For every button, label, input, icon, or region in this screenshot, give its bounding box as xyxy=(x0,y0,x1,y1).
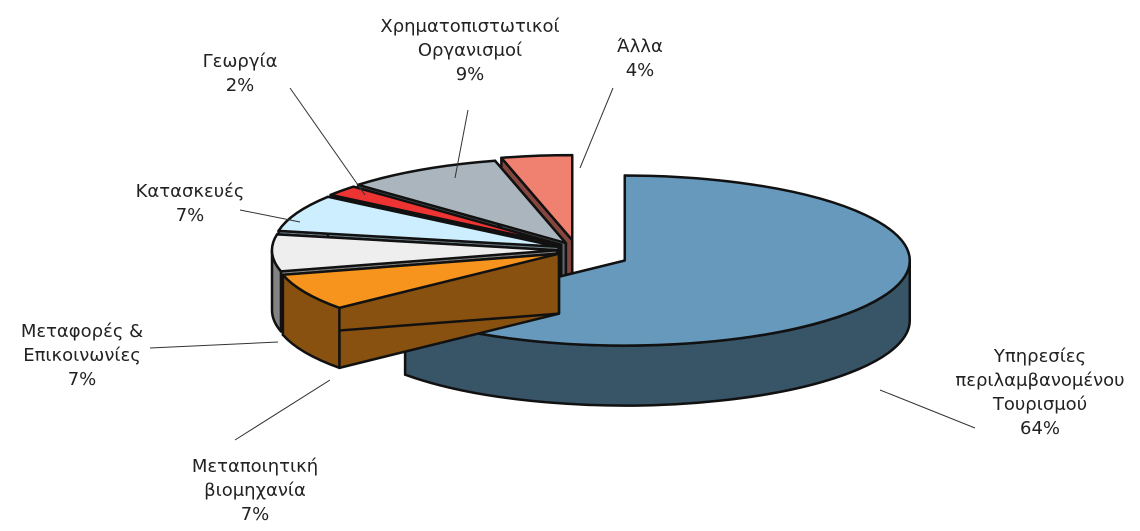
slice-label: Μεταποιητική βιομηχανία 7% xyxy=(192,455,318,527)
value-label: 4% xyxy=(625,60,655,81)
leader-line xyxy=(579,87,614,169)
category-label: Γεωργία xyxy=(202,51,278,72)
category-label: Μεταποιητική βιομηχανία xyxy=(191,456,319,501)
category-label: Μεταφορές & Επικοινωνίες xyxy=(20,321,144,366)
slice xyxy=(270,233,559,273)
slice-label: Χρηματοπιστωτικοί Οργανισμοί 9% xyxy=(380,15,559,87)
category-label: Χρηματοπιστωτικοί Οργανισμοί xyxy=(380,16,560,61)
slice-label: Γεωργία 2% xyxy=(203,50,278,98)
value-label: 2% xyxy=(225,75,255,96)
slice-label: Μεταφορές & Επικοινωνίες 7% xyxy=(21,320,143,392)
slice-label: Άλλα 4% xyxy=(617,35,663,83)
leader-line xyxy=(289,87,366,196)
leader-line xyxy=(239,209,301,223)
slice xyxy=(281,252,561,310)
category-label: Κατασκευές xyxy=(135,181,245,202)
value-label: 7% xyxy=(67,369,97,390)
slice-label: Κατασκευές 7% xyxy=(136,180,245,228)
slice-label: Υπηρεσίες περιλαμβανομένου Τουρισμού 64% xyxy=(955,345,1124,441)
slice xyxy=(329,185,563,247)
slice xyxy=(356,159,568,245)
slice xyxy=(500,153,574,242)
leader-line xyxy=(149,341,279,349)
leader-line xyxy=(234,379,331,441)
value-label: 7% xyxy=(175,205,205,226)
value-label: 9% xyxy=(455,64,485,85)
leader-line xyxy=(454,109,469,179)
slice xyxy=(277,195,560,249)
category-label: Υπηρεσίες περιλαμβανομένου Τουρισμού xyxy=(955,346,1125,415)
category-label: Άλλα xyxy=(617,36,663,57)
value-label: 64% xyxy=(1019,418,1061,439)
value-label: 7% xyxy=(240,504,270,525)
leader-line xyxy=(879,389,976,429)
